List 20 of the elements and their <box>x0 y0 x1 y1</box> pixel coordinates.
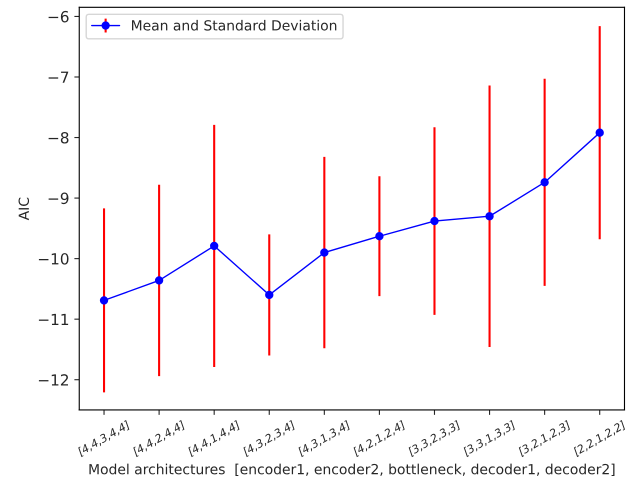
y-tick-label: −10 <box>38 253 69 265</box>
x-axis-title: Model architectures [encoder1, encoder2, bottleneck, decoder1, decoder2] <box>89 464 614 476</box>
point <box>265 290 274 300</box>
y-tick-label: −11 <box>38 314 68 325</box>
point <box>375 232 384 240</box>
y-tick-label: −6 <box>48 10 69 22</box>
y-tick-label: −12 <box>38 374 68 386</box>
y-tick-label: −9 <box>48 192 68 204</box>
point <box>485 212 494 220</box>
point <box>100 296 108 305</box>
point <box>210 242 218 250</box>
point <box>540 178 549 187</box>
point <box>596 128 604 137</box>
y-tick-label: −7 <box>48 72 68 83</box>
point <box>154 276 164 285</box>
point <box>320 248 328 257</box>
legend-label: Mean and Standard Deviation <box>132 20 336 31</box>
point <box>430 216 439 226</box>
y-tick-label: −8 <box>48 132 68 144</box>
y-axis-title: AIC <box>18 198 30 220</box>
